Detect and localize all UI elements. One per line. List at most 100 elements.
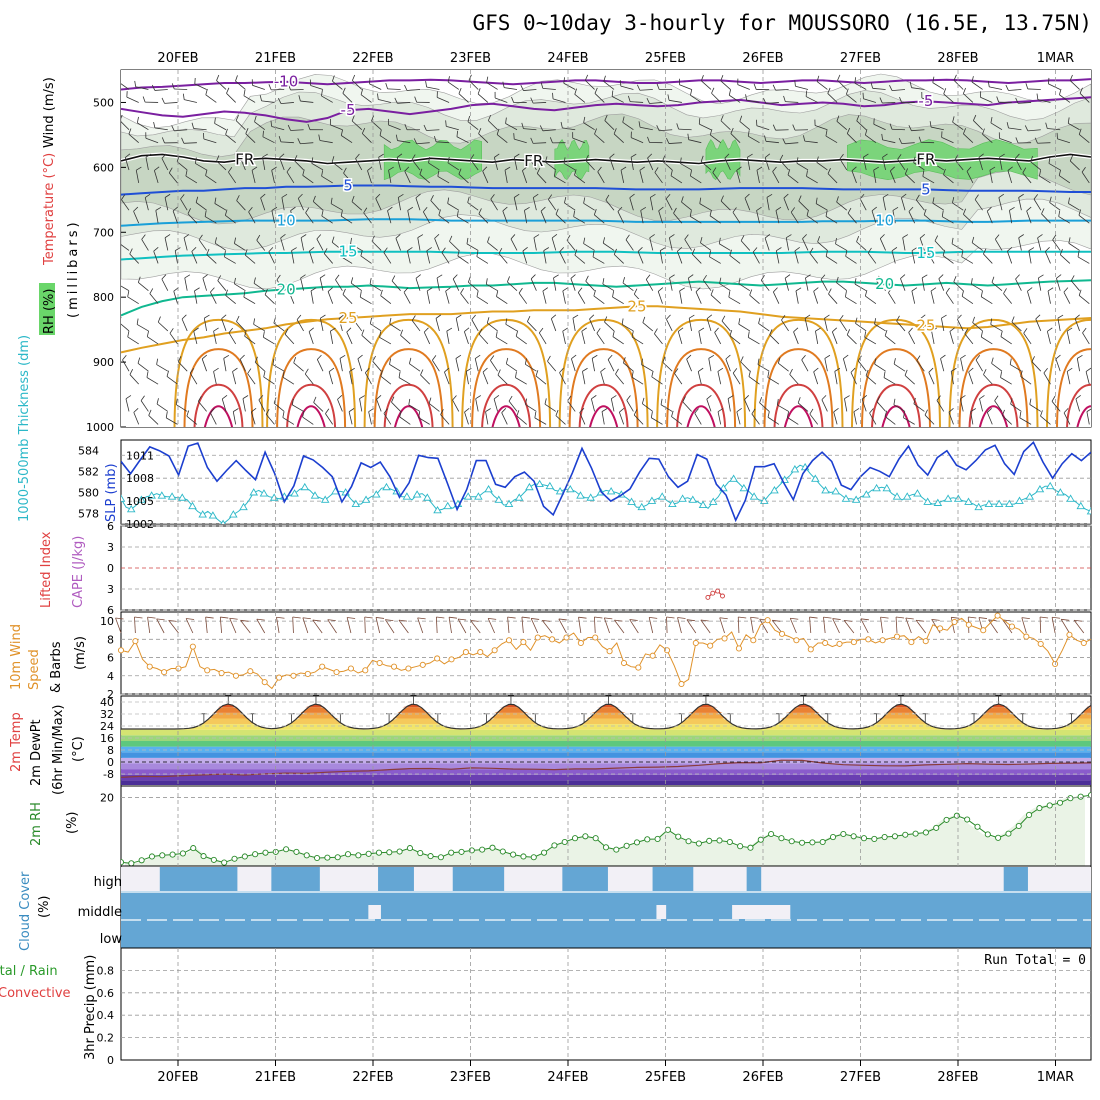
upper-barb-staff	[404, 171, 411, 184]
upper-barb-staff	[889, 170, 896, 184]
upper-barb-staff	[328, 371, 334, 385]
upper-barb-staff	[407, 250, 411, 264]
upper-barb-flag	[856, 115, 860, 121]
wind-barb-staff	[346, 617, 352, 634]
upper-barb-staff	[391, 401, 401, 412]
upper-barb-staff	[235, 80, 246, 90]
upper-barb-flag	[493, 395, 500, 400]
upper-barb-flag	[1029, 398, 1032, 405]
upper-barb-flag	[346, 327, 352, 333]
upper-barb-staff	[335, 279, 343, 291]
upper-barb-staff	[727, 398, 731, 412]
upper-barb-staff	[458, 173, 469, 184]
upper-barb-flag	[703, 274, 707, 281]
upper-barb-staff	[690, 175, 702, 184]
upper-barb-staff	[815, 331, 819, 344]
upper-barb-staff	[493, 398, 498, 412]
upper-barb-flag	[563, 77, 565, 84]
cloud-middle-gap	[368, 905, 381, 919]
upper-barb-flag	[564, 196, 567, 204]
upper-barb-flag	[820, 274, 826, 280]
upper-barb-staff	[330, 203, 343, 211]
upper-barb-flag	[415, 274, 421, 279]
upper-barb-flag	[505, 117, 507, 124]
upper-barb-staff	[280, 102, 294, 104]
upper-barb-staff	[371, 240, 382, 251]
thickness-point	[933, 498, 943, 506]
upper-barb-staff	[1003, 293, 1013, 304]
upper-barb-flag	[169, 328, 174, 334]
upper-barb-staff	[695, 291, 702, 304]
upper-barb-flag	[310, 287, 317, 292]
upper-barb-staff	[583, 243, 595, 251]
upper-barb-staff	[825, 216, 838, 224]
upper-barb-flag	[284, 328, 289, 335]
upper-barb-staff	[748, 376, 760, 385]
wind-barb-flag	[790, 617, 799, 620]
upper-barb-staff	[688, 318, 692, 332]
warm-tongue-line	[763, 348, 834, 427]
upper-barb-staff	[530, 278, 537, 291]
upper-barb-flag	[133, 407, 139, 413]
wind-barb-staff	[666, 616, 668, 634]
upper-barb-flag	[898, 138, 903, 144]
wind-barb-flag	[832, 618, 841, 620]
upper-barb-flag	[585, 154, 589, 161]
upper-barb-flag	[613, 248, 617, 255]
upper-barb-staff	[778, 362, 789, 372]
thickness-point	[749, 492, 759, 500]
warm-tongue-line	[861, 348, 931, 427]
upper-barb-flag	[202, 274, 208, 279]
upper-barb-flag	[594, 128, 597, 135]
upper-barb-staff	[883, 377, 896, 385]
upper-barb-staff	[195, 202, 207, 211]
upper-barb-staff	[144, 197, 149, 211]
upper-barb-staff	[772, 171, 780, 184]
upper-barb-flag	[175, 247, 181, 251]
upper-barb-flag	[657, 287, 664, 292]
wind-barb-staff	[614, 619, 625, 634]
upper-barb-staff	[1023, 333, 1032, 345]
rh2m-point	[355, 852, 362, 859]
upper-barb-flag	[396, 153, 403, 158]
upper-barb-staff	[1056, 278, 1061, 291]
wind-speed-point	[390, 663, 398, 670]
upper-barb-flag	[915, 194, 920, 201]
wind-barb-flag	[931, 619, 940, 621]
wind-barb-staff	[448, 617, 452, 634]
upper-barb-flag	[962, 87, 966, 94]
wind-barb-flag	[417, 617, 426, 620]
upper-barb-staff	[189, 372, 198, 385]
upper-barb-staff	[363, 212, 372, 224]
upper-barb-flag	[700, 75, 704, 81]
upper-barb-flag	[562, 287, 569, 292]
upper-barb-staff	[262, 157, 266, 171]
upper-barb-staff	[342, 294, 353, 304]
upper-barb-staff	[994, 400, 1003, 412]
upper-barb-flag	[223, 354, 230, 359]
upper-barb-flag	[619, 407, 625, 413]
thickness-point	[220, 519, 226, 524]
upper-barb-flag	[185, 170, 188, 177]
upper-barb-staff	[360, 94, 372, 103]
upper-barb-staff	[961, 296, 974, 305]
upper-barb-flag	[288, 287, 294, 292]
upper-barb-staff	[777, 404, 789, 412]
rh2m-point	[541, 849, 548, 856]
upper-barb-staff	[409, 363, 421, 372]
upper-barb-flag	[667, 94, 670, 101]
upper-barb-staff	[146, 377, 159, 385]
upper-barb-flag	[1077, 250, 1080, 257]
upper-barb-flag	[656, 125, 660, 131]
upper-barb-staff	[254, 121, 266, 131]
thickness-point	[627, 497, 636, 505]
upper-barb-flag	[181, 314, 187, 320]
wind-barb-flag	[220, 616, 229, 619]
ylabel-temperature: Temperature (°C)	[42, 153, 57, 266]
upper-barb-flag	[797, 397, 801, 404]
upper-barb-flag	[1011, 316, 1015, 323]
wind-speed-point	[1080, 639, 1087, 647]
upper-barb-staff	[905, 173, 915, 184]
upper-barb-flag	[359, 291, 362, 298]
rh2m-point	[995, 834, 1002, 841]
